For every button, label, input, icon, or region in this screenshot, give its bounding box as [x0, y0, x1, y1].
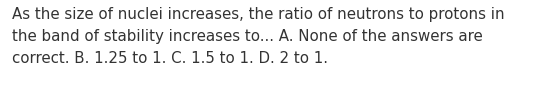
Text: As the size of nuclei increases, the ratio of neutrons to protons in
the band of: As the size of nuclei increases, the rat…: [12, 7, 505, 66]
